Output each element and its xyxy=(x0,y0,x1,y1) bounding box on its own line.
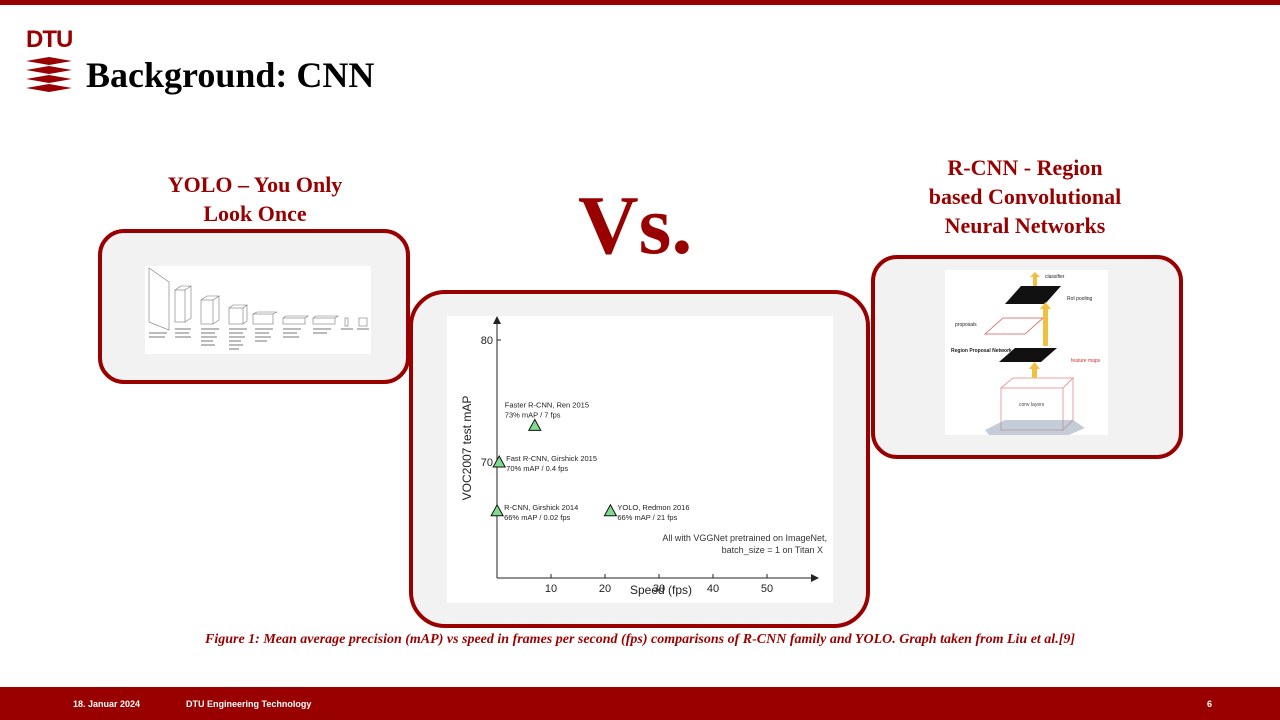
dtu-logo-text: DTU xyxy=(26,26,73,53)
y-axis-label: VOC2007 test mAP xyxy=(460,396,474,501)
conv-layers-box xyxy=(985,376,1085,435)
data-point-label: Faster R-CNN, Ren 2015 xyxy=(505,400,589,409)
chart-note-line2: batch_size = 1 on Titan X xyxy=(722,545,823,555)
slide-title: Background: CNN xyxy=(86,55,375,95)
rcnn-heading: R-CNN - Region based Convolutional Neura… xyxy=(928,155,1122,238)
map-vs-fps-chart: 10 20 30 40 50 70 80 Faster R-CNN, Ren 2015 73… xyxy=(447,316,833,603)
x-axis-label: Speed (fps) xyxy=(630,583,692,597)
data-point-value: 73% mAP / 7 fps xyxy=(505,410,561,419)
footer-organization: DTU Engineering Technology xyxy=(186,699,312,709)
feature-map-icon xyxy=(999,348,1057,362)
svg-text:Region Proposal Network: Region Proposal Network xyxy=(951,348,1012,354)
y-axis-arrow-icon xyxy=(493,316,501,324)
svg-text:proposals: proposals xyxy=(955,322,977,328)
chart-svg: 10 20 30 40 50 70 80 Faster R-CNN, Ren 201573… xyxy=(460,316,827,597)
rcnn-architecture-diagram: classifier RoI pooling proposals Region … xyxy=(945,270,1108,435)
arrows xyxy=(1029,272,1051,378)
chart-note-line1: All with VGGNet pretrained on ImageNet, xyxy=(662,533,827,543)
x-tick-label: 20 xyxy=(599,583,611,595)
top-accent-bar xyxy=(0,0,1280,5)
data-point-label: Fast R-CNN, Girshick 2015 xyxy=(506,454,597,463)
dtu-logo-mark-icon xyxy=(26,57,72,92)
footer-bar: 18. Januar 2024 DTU Engineering Technolo… xyxy=(0,687,1280,720)
yolo-architecture-diagram xyxy=(145,266,371,354)
data-point-value: 70% mAP / 0.4 fps xyxy=(506,464,568,473)
y-tick-label: 70 xyxy=(481,457,493,469)
x-tick-label: 50 xyxy=(761,583,773,595)
dtu-logo: DTU xyxy=(26,26,73,93)
svg-text:RoI pooling: RoI pooling xyxy=(1067,296,1093,302)
rcnn-architecture-graphic: classifier RoI pooling proposals Region … xyxy=(951,272,1101,435)
data-point-marker xyxy=(527,418,542,431)
svg-text:feature maps: feature maps xyxy=(1071,358,1101,364)
data-point-marker xyxy=(492,454,507,468)
data-point-value: 66% mAP / 0.02 fps xyxy=(504,513,570,522)
yolo-heading: YOLO – You Only Look Once xyxy=(167,172,343,226)
footer-date: 18. Januar 2024 xyxy=(73,699,141,709)
svg-text:classifier: classifier xyxy=(1045,274,1065,280)
page-number: 6 xyxy=(1207,699,1213,709)
data-point-label: YOLO, Redmon 2016 xyxy=(617,503,689,512)
x-tick-label: 30 xyxy=(653,583,665,595)
svg-text:conv layers: conv layers xyxy=(1019,402,1045,408)
y-tick-label: 80 xyxy=(481,335,493,347)
roi-pooling-map-icon xyxy=(1005,286,1061,304)
proposals-icon xyxy=(983,317,1045,335)
x-tick-label: 40 xyxy=(707,583,719,595)
yolo-panel xyxy=(98,229,410,384)
rcnn-panel: classifier RoI pooling proposals Region … xyxy=(871,255,1183,459)
figure-caption: Figure 1: Mean average precision (mAP) v… xyxy=(204,632,1076,647)
data-point-label: R-CNN, Girshick 2014 xyxy=(504,503,578,512)
x-axis-arrow-icon xyxy=(811,574,819,582)
data-point-value: 66% mAP / 21 fps xyxy=(617,513,677,522)
data-point-marker xyxy=(490,503,504,517)
x-tick-label: 10 xyxy=(545,583,557,595)
data-point-marker xyxy=(603,503,618,517)
versus-text: Vs. xyxy=(578,179,693,272)
chart-panel: 10 20 30 40 50 70 80 Faster R-CNN, Ren 2015 73… xyxy=(409,290,870,628)
yolo-architecture-graphic xyxy=(148,267,369,350)
